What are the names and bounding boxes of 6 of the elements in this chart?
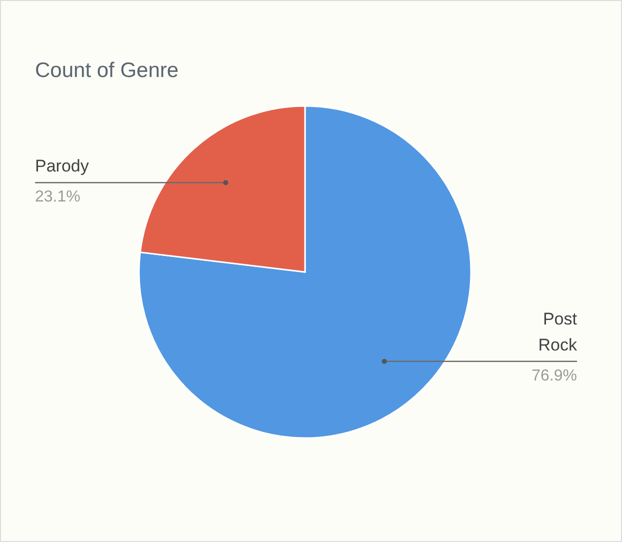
slice-label: Post Rock bbox=[538, 309, 578, 354]
pie-slice bbox=[138, 105, 472, 439]
data-label: 76.9% bbox=[532, 367, 577, 384]
slice-label: Parody bbox=[35, 156, 90, 176]
data-label: 23.1% bbox=[35, 188, 80, 206]
chart-title: Count of Genre bbox=[35, 59, 179, 82]
